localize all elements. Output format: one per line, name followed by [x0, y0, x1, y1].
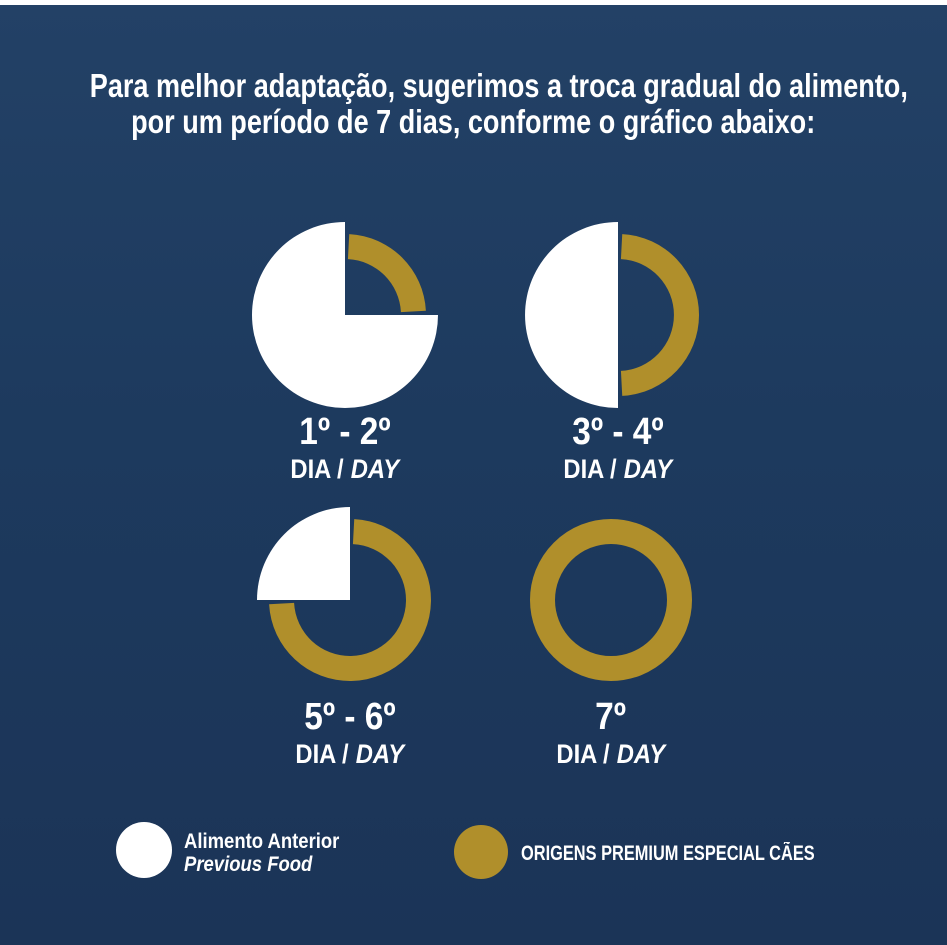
legend-previous-food-en: Previous Food: [184, 853, 313, 876]
chart-canvas: [530, 519, 692, 681]
dia-label: DIA /: [556, 739, 610, 769]
chart-day-5-6: 5º - 6º DIA / DAY: [250, 500, 450, 770]
pie-chart-day-1-2: [245, 215, 445, 415]
chart-day-1-2-label: 1º - 2º: [299, 411, 391, 453]
origens-ring: [530, 519, 692, 681]
day-label: DAY: [355, 739, 405, 769]
origens-arc: [347, 234, 426, 313]
chart-day-5-6-sublabel: DIA / DAY: [250, 738, 450, 770]
chart-day-1-2: 1º - 2º DIA / DAY: [245, 215, 445, 485]
legend-origens: ORIGENS PREMIUM ESPECIAL CÃES: [521, 842, 898, 865]
chart-day-7-sublabel: DIA / DAY: [511, 738, 711, 770]
chart-canvas: [525, 222, 700, 408]
chart-day-7-label: 7º: [595, 696, 627, 738]
chart-canvas: [252, 222, 438, 408]
header-line-1: Para melhor adaptação, sugerimos a troca…: [89, 67, 908, 104]
pie-chart-day-5-6: [250, 500, 450, 700]
pie-chart-day-7: [511, 500, 711, 700]
day-label: DAY: [350, 454, 400, 484]
header: Para melhor adaptação, sugerimos a troca…: [0, 68, 947, 140]
legend-previous-food-pt: Alimento Anterior: [184, 830, 340, 853]
legend-origens-label: ORIGENS PREMIUM ESPECIAL CÃES: [521, 842, 815, 865]
chart-day-1-2-sublabel: DIA / DAY: [245, 453, 445, 485]
dia-label: DIA /: [295, 739, 349, 769]
day-label: DAY: [623, 454, 673, 484]
dia-label: DIA /: [290, 454, 344, 484]
chart-day-5-6-label: 5º - 6º: [304, 696, 396, 738]
chart-day-3-4-sublabel: DIA / DAY: [518, 453, 718, 485]
header-line-2: por um período de 7 dias, conforme o grá…: [131, 103, 816, 140]
legend-previous-food: Alimento Anterior Previous Food: [184, 830, 361, 876]
chart-day-3-4: 3º - 4º DIA / DAY: [518, 215, 718, 485]
chart-canvas: [257, 507, 431, 681]
pie-chart-day-3-4: [518, 215, 718, 415]
legend-dot-previous-food: [116, 822, 172, 878]
previous-food-slice: [252, 222, 438, 408]
previous-food-slice: [257, 507, 350, 600]
legend-dot-origens: [454, 825, 508, 879]
previous-food-slice: [525, 222, 618, 408]
chart-day-3-4-label: 3º - 4º: [572, 411, 664, 453]
day-label: DAY: [616, 739, 666, 769]
top-border-strip: [0, 0, 947, 5]
origens-arc: [620, 234, 700, 396]
origens-arc: [269, 519, 431, 681]
chart-day-7: 7º DIA / DAY: [511, 500, 711, 770]
dia-label: DIA /: [563, 454, 617, 484]
